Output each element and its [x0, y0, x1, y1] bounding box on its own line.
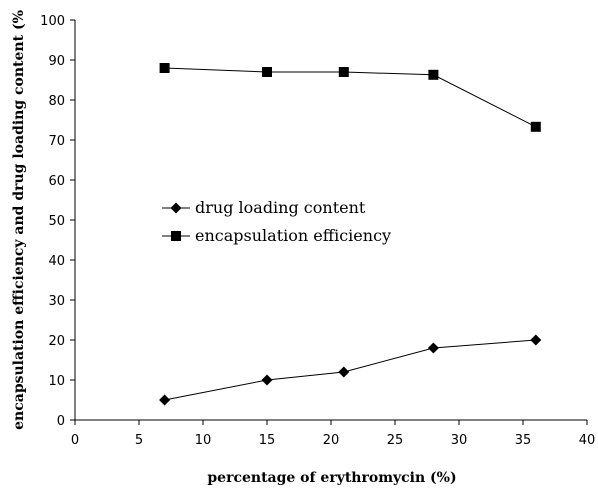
data-point	[261, 374, 273, 386]
legend-marker	[170, 202, 182, 214]
data-point	[338, 366, 350, 378]
y-tick-label: 10	[48, 374, 65, 389]
series-encapsulation-efficiency	[159, 63, 541, 132]
data-point	[159, 394, 171, 406]
y-tick-label: 50	[48, 214, 65, 229]
data-point	[428, 69, 439, 80]
y-tick-label: 0	[57, 414, 65, 429]
y-axis-title: encapsulation efficiency and drug loadin…	[11, 10, 27, 430]
x-tick-label: 5	[135, 433, 143, 448]
x-tick-label: 20	[323, 433, 340, 448]
y-tick-label: 30	[48, 294, 65, 309]
x-tick-label: 30	[451, 433, 468, 448]
x-tick-label: 35	[515, 433, 532, 448]
legend-label: drug loading content	[195, 198, 366, 217]
legend-item: encapsulation efficiency	[162, 226, 391, 245]
x-axis-title: percentage of erythromycin (%)	[207, 470, 456, 486]
x-tick-label: 0	[71, 433, 79, 448]
y-tick-label: 20	[48, 334, 65, 349]
data-point	[338, 67, 349, 77]
data-point	[530, 334, 542, 346]
series-line	[164, 339, 536, 401]
y-tick-label: 70	[48, 134, 65, 149]
x-tick-label: 40	[579, 433, 596, 448]
axes: 0 10 20 30 40 50 60 70 80 90 100 0 5 10 15 20 25 30 35 40	[40, 14, 595, 448]
y-tick-label: 80	[48, 94, 65, 109]
series-line	[164, 67, 537, 128]
x-tick-label: 25	[387, 433, 404, 448]
y-tick-label: 90	[48, 54, 65, 69]
data-point	[427, 342, 439, 354]
series-drug-loading-content	[159, 334, 542, 406]
data-point	[530, 121, 541, 132]
y-tick-label: 100	[40, 14, 65, 29]
data-point	[159, 63, 170, 73]
x-tick-label: 15	[259, 433, 276, 448]
legend: drug loading content encapsulation effici…	[162, 198, 391, 245]
data-point	[262, 67, 272, 77]
series-layer	[159, 63, 542, 406]
legend-marker	[171, 231, 181, 241]
x-tick-label: 10	[195, 433, 212, 448]
y-tick-label: 40	[48, 254, 65, 269]
legend-label: encapsulation efficiency	[195, 226, 391, 245]
y-tick-label: 60	[48, 174, 65, 189]
legend-item: drug loading content	[162, 198, 366, 217]
